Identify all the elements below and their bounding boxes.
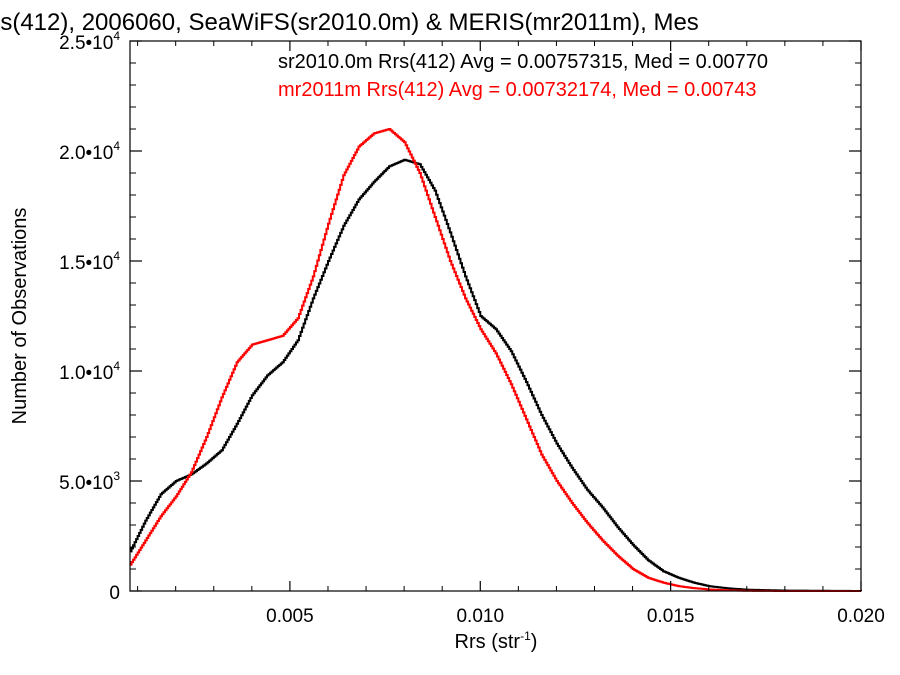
y-tick-label-base: 2.5•10 (59, 33, 113, 54)
y-tick-label-base: 0 (109, 583, 120, 604)
tick-group: 0.005 0.010 0.015 0.02005.0•1031.0•1041.5•1… (59, 29, 885, 627)
y-tick-label-exponent: 4 (113, 359, 120, 373)
x-tick-label-2: 0.015 (647, 606, 695, 627)
chart-title: Rrs(412), 2006060, SeaWiFS(sr2010.0m) & … (0, 9, 699, 36)
x-axis-label: Rrs (str-1) (455, 629, 538, 653)
x-axis-label-close: ) (531, 631, 538, 653)
y-tick-label-3: 1.5•104 (59, 249, 120, 274)
y-tick-label-0: 0 (109, 583, 120, 604)
y-tick-label-4: 2.0•104 (59, 139, 120, 164)
y-tick-label-exponent: 4 (113, 249, 120, 263)
legend-entry-mr2011: mr2011m Rrs(412) Avg = 0.00732174, Med =… (278, 79, 756, 101)
y-tick-label-base: 5.0•10 (59, 473, 113, 494)
y-axis-label: Number of Observations (9, 208, 31, 425)
y-tick-label-base: 2.0•10 (59, 143, 113, 164)
y-tick-label-base: 1.0•10 (59, 363, 113, 384)
series-group (130, 128, 862, 592)
x-tick-label-1: 0.010 (456, 606, 504, 627)
series-line-1 (130, 128, 861, 592)
y-tick-label-exponent: 3 (113, 469, 120, 483)
y-tick-label-exponent: 4 (113, 139, 120, 153)
x-tick-label-3: 0.020 (837, 606, 885, 627)
y-tick-label-base: 1.5•10 (59, 253, 113, 274)
plot-frame (129, 40, 862, 592)
y-tick-label-2: 1.0•104 (59, 359, 120, 384)
x-axis-label-superscript: -1 (520, 629, 531, 643)
series-line-0 (130, 158, 862, 592)
x-tick-label-0: 0.005 (266, 606, 314, 627)
y-tick-label-exponent: 4 (113, 29, 120, 43)
y-tick-label-5: 2.5•104 (59, 29, 120, 54)
legend-entry-sr2010: sr2010.0m Rrs(412) Avg = 0.00757315, Med… (278, 51, 768, 73)
y-tick-label-1: 5.0•103 (59, 469, 120, 494)
x-axis-label-text: Rrs (str (455, 631, 521, 653)
